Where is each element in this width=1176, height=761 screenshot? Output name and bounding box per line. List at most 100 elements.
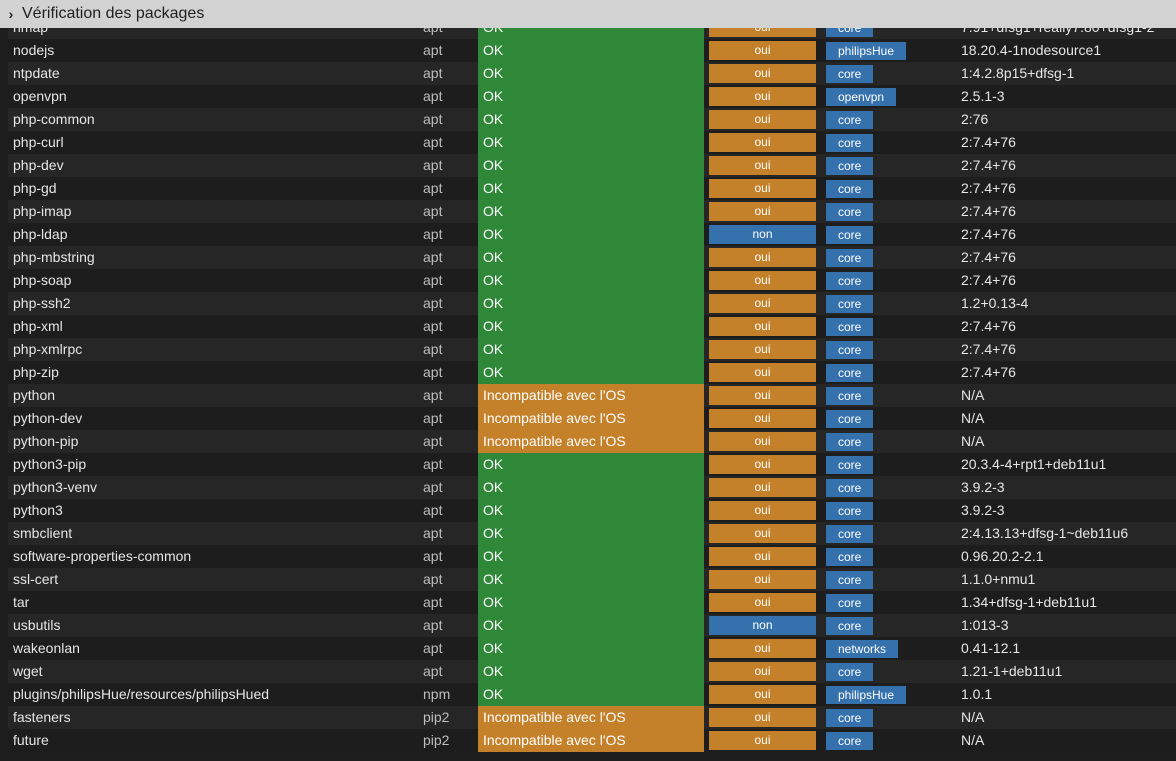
plugin-badge: core <box>826 318 874 336</box>
package-name: php-imap <box>13 203 72 219</box>
package-type: apt <box>423 88 443 104</box>
table-row: php-curl apt OK oui core 2:7.4+76 <box>8 131 1176 154</box>
package-name: python <box>13 387 56 403</box>
package-version: 1.0.1 <box>961 686 993 702</box>
table-row: wget apt OK oui core 1.21-1+deb11u1 <box>8 660 1176 683</box>
plugin-badge: openvpn <box>826 88 897 106</box>
status-badge: OK <box>478 522 704 545</box>
package-version: 2:7.4+76 <box>961 157 1016 173</box>
status-badge: OK <box>478 361 704 384</box>
package-name: php-ssh2 <box>13 295 71 311</box>
table-row: python3-venv apt OK oui core 3.9.2-3 <box>8 476 1176 499</box>
package-version: 2.5.1-3 <box>961 88 1005 104</box>
plugin-badge: core <box>826 479 874 497</box>
table-row: fasteners pip2 Incompatible avec l'OS oui co… <box>8 706 1176 729</box>
status-badge: OK <box>478 39 704 62</box>
package-name: nodejs <box>13 42 55 58</box>
package-name: php-curl <box>13 134 64 150</box>
package-version: 2:7.4+76 <box>961 203 1016 219</box>
package-version: 2:76 <box>961 111 989 127</box>
package-name: php-xmlrpc <box>13 341 83 357</box>
plugin-badge: core <box>826 617 874 635</box>
package-type: apt <box>423 203 443 219</box>
package-name: wget <box>13 663 43 679</box>
status-badge: OK <box>478 200 704 223</box>
package-type: apt <box>423 42 443 58</box>
package-type: apt <box>423 341 443 357</box>
package-name: python-dev <box>13 410 83 426</box>
package-version: 0.41-12.1 <box>961 640 1021 656</box>
table-row: python apt Incompatible avec l'OS oui core N/… <box>8 384 1176 407</box>
required-badge: non <box>709 225 816 244</box>
required-badge: oui <box>709 317 816 336</box>
required-badge: oui <box>709 28 816 37</box>
package-name: python3-venv <box>13 479 98 495</box>
package-version: 1:013-3 <box>961 617 1009 633</box>
plugin-badge: philipsHue <box>826 42 907 60</box>
package-type: apt <box>423 157 443 173</box>
packages-table: nmapaptOKouicore7.91+dfsg1+really7.80+df… <box>8 28 1176 761</box>
package-version: 2:7.4+76 <box>961 272 1016 288</box>
status-badge: OK <box>478 637 704 660</box>
required-badge: oui <box>709 708 816 727</box>
package-version: 2:7.4+76 <box>961 341 1016 357</box>
package-type: apt <box>423 617 443 633</box>
required-badge: oui <box>709 501 816 520</box>
status-badge: Incompatible avec l'OS <box>478 384 704 407</box>
table-row: usbutils apt OK non core 1:013-3 <box>8 614 1176 637</box>
plugin-badge: core <box>826 111 874 129</box>
package-type: apt <box>423 28 442 39</box>
package-type: apt <box>423 180 443 196</box>
status-badge: OK <box>478 108 704 131</box>
section-header[interactable]: › Vérification des packages <box>0 0 1176 28</box>
table-row: php-xml apt OK oui core 2:7.4+76 <box>8 315 1176 338</box>
package-name: python-pip <box>13 433 79 449</box>
status-badge: OK <box>478 292 704 315</box>
required-badge: oui <box>709 432 816 451</box>
package-version: N/A <box>961 410 985 426</box>
package-name: plugins/philipsHue/resources/philipsHued <box>13 686 270 702</box>
plugin-badge: core <box>826 65 874 83</box>
package-type: apt <box>423 571 443 587</box>
table-row: php-ldap apt OK non core 2:7.4+76 <box>8 223 1176 246</box>
required-badge: oui <box>709 478 816 497</box>
required-badge: oui <box>709 386 816 405</box>
table-row: wakeonlan apt OK oui networks 0.41-12.1 <box>8 637 1176 660</box>
required-badge: oui <box>709 340 816 359</box>
package-version: 1.2+0.13-4 <box>961 295 1029 311</box>
table-row: php-imap apt OK oui core 2:7.4+76 <box>8 200 1176 223</box>
table-row: php-ssh2 apt OK oui core 1.2+0.13-4 <box>8 292 1176 315</box>
table-row: php-common apt OK oui core 2:76 <box>8 108 1176 131</box>
package-type: apt <box>423 594 443 610</box>
plugin-badge: networks <box>826 640 899 658</box>
plugin-badge: core <box>826 203 874 221</box>
status-badge: OK <box>478 223 704 246</box>
package-type: apt <box>423 364 443 380</box>
status-badge: OK <box>478 269 704 292</box>
package-name: ssl-cert <box>13 571 59 587</box>
package-name: usbutils <box>13 617 61 633</box>
required-badge: oui <box>709 64 816 83</box>
status-badge: OK <box>478 683 704 706</box>
status-badge: Incompatible avec l'OS <box>478 407 704 430</box>
status-badge: OK <box>478 28 704 39</box>
package-version: 1.21-1+deb11u1 <box>961 663 1063 679</box>
plugin-badge: core <box>826 295 874 313</box>
status-badge: OK <box>478 338 704 361</box>
plugin-badge: core <box>826 364 874 382</box>
table-row: python-pip apt Incompatible avec l'OS oui co… <box>8 430 1176 453</box>
plugin-badge: core <box>826 387 874 405</box>
status-badge: OK <box>478 131 704 154</box>
section-title: Vérification des packages <box>22 5 205 22</box>
chevron-right-icon[interactable]: › <box>8 6 14 22</box>
package-name: php-zip <box>13 364 59 380</box>
package-type: apt <box>423 249 443 265</box>
package-type: apt <box>423 65 443 81</box>
status-badge: OK <box>478 453 704 476</box>
package-version: N/A <box>961 433 985 449</box>
package-name: php-ldap <box>13 226 68 242</box>
table-row: python-dev apt Incompatible avec l'OS oui co… <box>8 407 1176 430</box>
package-type: apt <box>423 111 443 127</box>
package-version: 2:4.13.13+dfsg-1~deb11u6 <box>961 525 1129 541</box>
required-badge: oui <box>709 41 816 60</box>
